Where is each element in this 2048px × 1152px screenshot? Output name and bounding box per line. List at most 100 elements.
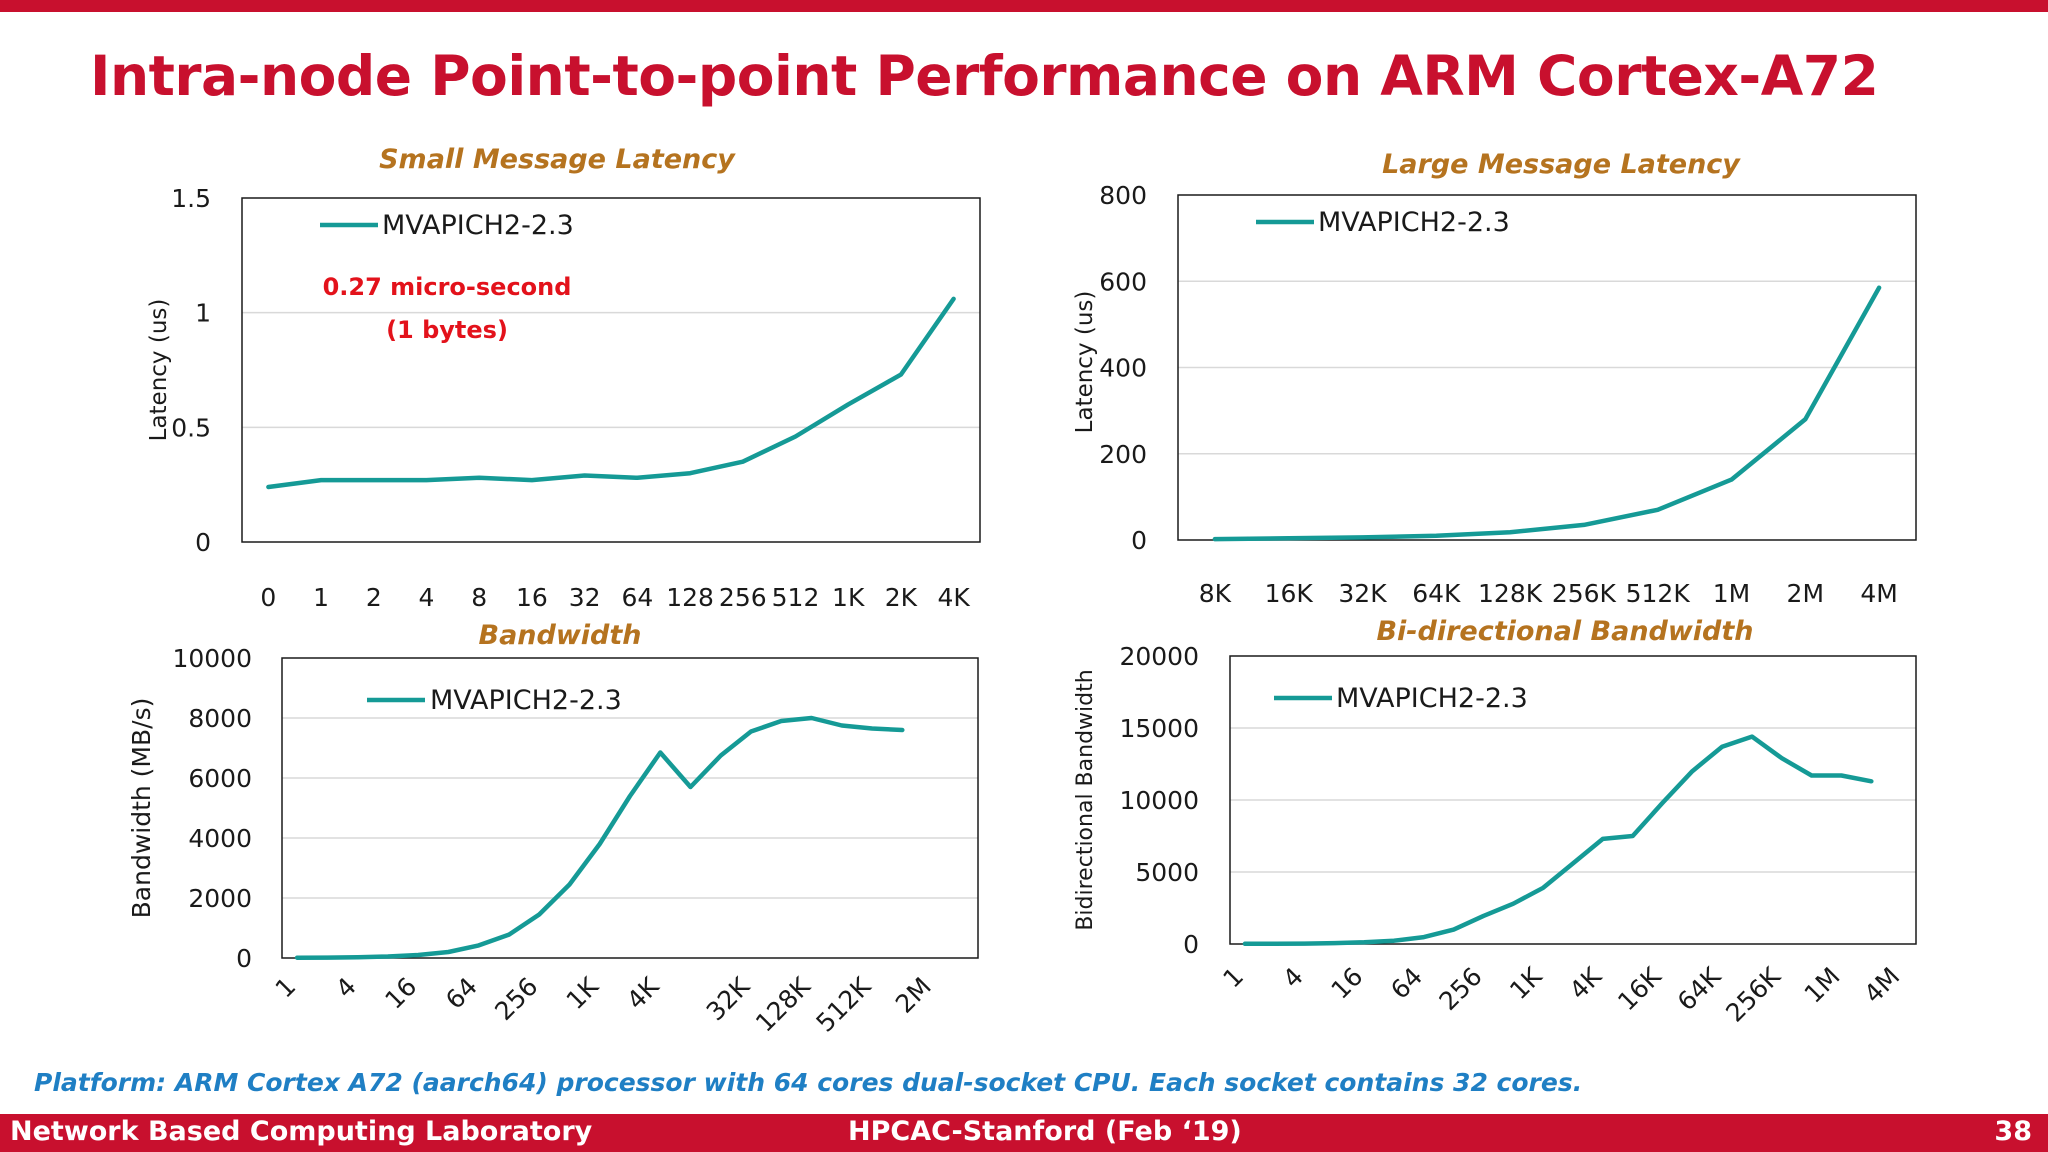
series-line	[266, 296, 956, 490]
y-tick-label: 6000	[188, 764, 252, 793]
x-tick-label: 2M	[890, 972, 937, 1019]
x-tick-label: 1	[1217, 962, 1249, 994]
x-tick-label: 4M	[1858, 962, 1905, 1009]
series-line	[1212, 285, 1882, 542]
x-tick-label: 1K	[1504, 961, 1548, 1005]
x-tick-label: 512K	[1626, 579, 1691, 608]
x-tick-label: 128K	[1478, 579, 1543, 608]
top-accent-bar	[0, 0, 2048, 12]
y-tick-label: 0	[236, 944, 252, 973]
x-tick-label: 2	[366, 583, 382, 612]
x-tick-label: 4	[330, 972, 362, 1004]
footer-page-number: 38	[1994, 1116, 2032, 1147]
x-tick-label: 128	[666, 583, 714, 612]
y-tick-label: 2000	[188, 884, 252, 913]
plot-area	[1229, 655, 1917, 945]
y-axis-label: Bandwidth (MB/s)	[127, 698, 156, 919]
legend-label: MVAPICH2-2.3	[382, 210, 574, 241]
x-tick-label: 4K	[621, 971, 665, 1015]
x-tick-label: 1K	[561, 971, 605, 1015]
y-tick-label: 400	[1099, 354, 1147, 383]
bandwidth-chart: 0 2000 4000 6000 8000 10000 1 4 16 64 256 1K 4K 32K12…	[127, 620, 979, 1038]
x-tick-label: 2M	[1787, 579, 1824, 608]
bidirectional-bandwidth-chart: 0 5000 10000 15000 20000 1 4 16 64 256 1K 4K 16K 64K2…	[1073, 616, 1917, 1028]
y-axis-label: Bidirectional Bandwidth	[1073, 669, 1098, 930]
x-tick-label: 1	[270, 972, 302, 1004]
y-tick-label: 1.5	[171, 184, 211, 213]
x-tick-label: 16	[1325, 962, 1368, 1005]
x-tick-label: 256	[719, 583, 767, 612]
chart-title: Bi-directional Bandwidth	[1376, 616, 1753, 647]
annotation-text: (1 bytes)	[386, 316, 508, 344]
x-tick-label: 256	[489, 972, 543, 1026]
y-axis-label: Latency (us)	[146, 299, 172, 442]
slide-title: Intra-node Point-to-point Performance on…	[90, 44, 1879, 108]
x-tick-label: 16K	[1612, 961, 1667, 1016]
y-tick-label: 800	[1099, 181, 1147, 210]
footer-bar: Network Based Computing Laboratory HPCAC…	[0, 1114, 2048, 1152]
legend-label: MVAPICH2-2.3	[1336, 683, 1528, 714]
y-tick-label: 5000	[1135, 858, 1199, 887]
x-tick-label: 4	[1277, 962, 1309, 994]
x-tick-label: 8K	[1199, 579, 1232, 608]
y-tick-label: 0.5	[171, 413, 211, 442]
y-tick-label: 20000	[1119, 642, 1199, 671]
series-line	[1242, 734, 1874, 947]
footer-event: HPCAC-Stanford (Feb ‘19)	[848, 1116, 1242, 1147]
x-tick-label: 64K	[1672, 961, 1727, 1016]
y-tick-label: 0	[195, 528, 211, 557]
series-line	[294, 715, 905, 960]
x-tick-label: 64	[621, 583, 653, 612]
x-tick-label: 64	[440, 972, 483, 1015]
y-tick-label: 0	[1131, 526, 1147, 555]
y-tick-label: 4000	[188, 824, 252, 853]
x-tick-label: 1	[313, 583, 329, 612]
x-tick-label: 0	[260, 583, 276, 612]
x-tick-label: 32K	[1338, 579, 1387, 608]
y-axis-label: Latency (us)	[1072, 291, 1098, 434]
x-tick-label: 256K	[1720, 961, 1786, 1027]
x-tick-label: 16	[516, 583, 548, 612]
x-tick-label: 1M	[1799, 962, 1846, 1009]
x-tick-label: 256	[1434, 962, 1488, 1016]
x-tick-label: 32	[569, 583, 601, 612]
y-tick-label: 600	[1099, 267, 1147, 296]
x-tick-label: 64	[1385, 962, 1428, 1005]
y-tick-label: 0	[1183, 930, 1199, 959]
chart-title: Large Message Latency	[1382, 149, 1741, 180]
y-tick-label: 200	[1099, 440, 1147, 469]
x-tick-label: 64K	[1412, 579, 1461, 608]
x-tick-label: 1K	[832, 583, 865, 612]
x-tick-label: 512	[772, 583, 820, 612]
legend-label: MVAPICH2-2.3	[430, 685, 622, 716]
x-tick-label: 16K	[1265, 579, 1314, 608]
annotation-text: 0.27 micro-second	[323, 273, 572, 301]
footer-lab-name: Network Based Computing Laboratory	[10, 1116, 593, 1147]
y-tick-label: 10000	[1119, 786, 1199, 815]
y-tick-label: 8000	[188, 704, 252, 733]
x-tick-label: 1M	[1713, 579, 1750, 608]
chart-title: Bandwidth	[478, 620, 641, 651]
x-tick-label: 4M	[1860, 579, 1897, 608]
x-tick-label: 256K	[1552, 579, 1617, 608]
x-tick-label: 4	[419, 583, 435, 612]
y-tick-label: 15000	[1119, 714, 1199, 743]
x-tick-label: 4K	[937, 583, 970, 612]
x-tick-label: 32K	[701, 971, 756, 1026]
legend-label: MVAPICH2-2.3	[1318, 207, 1510, 238]
chart-title: Small Message Latency	[379, 144, 736, 175]
x-tick-label: 8	[471, 583, 487, 612]
platform-note: Platform: ARM Cortex A72 (aarch64) proce…	[34, 1068, 1583, 1097]
y-tick-label: 1	[195, 299, 211, 328]
x-tick-label: 512K	[810, 971, 876, 1037]
x-tick-label: 128K	[750, 971, 816, 1037]
y-tick-label: 10000	[172, 644, 252, 673]
small-message-latency-chart: 0 0.5 1 1.5 0 1 2 4 8 16 32 64 128 256 512 1K 2K 4K Small …	[146, 144, 981, 612]
plot-area	[241, 197, 981, 543]
plot-area	[281, 657, 979, 959]
x-tick-label: 2K	[885, 583, 918, 612]
plot-area	[1177, 194, 1917, 541]
x-tick-label: 16	[379, 972, 422, 1015]
large-message-latency-chart: 0 200 400 600 800 8K 16K 32K 64K 128K 256K 512K 1M 2M…	[1072, 149, 1917, 608]
x-tick-label: 4K	[1564, 961, 1608, 1005]
